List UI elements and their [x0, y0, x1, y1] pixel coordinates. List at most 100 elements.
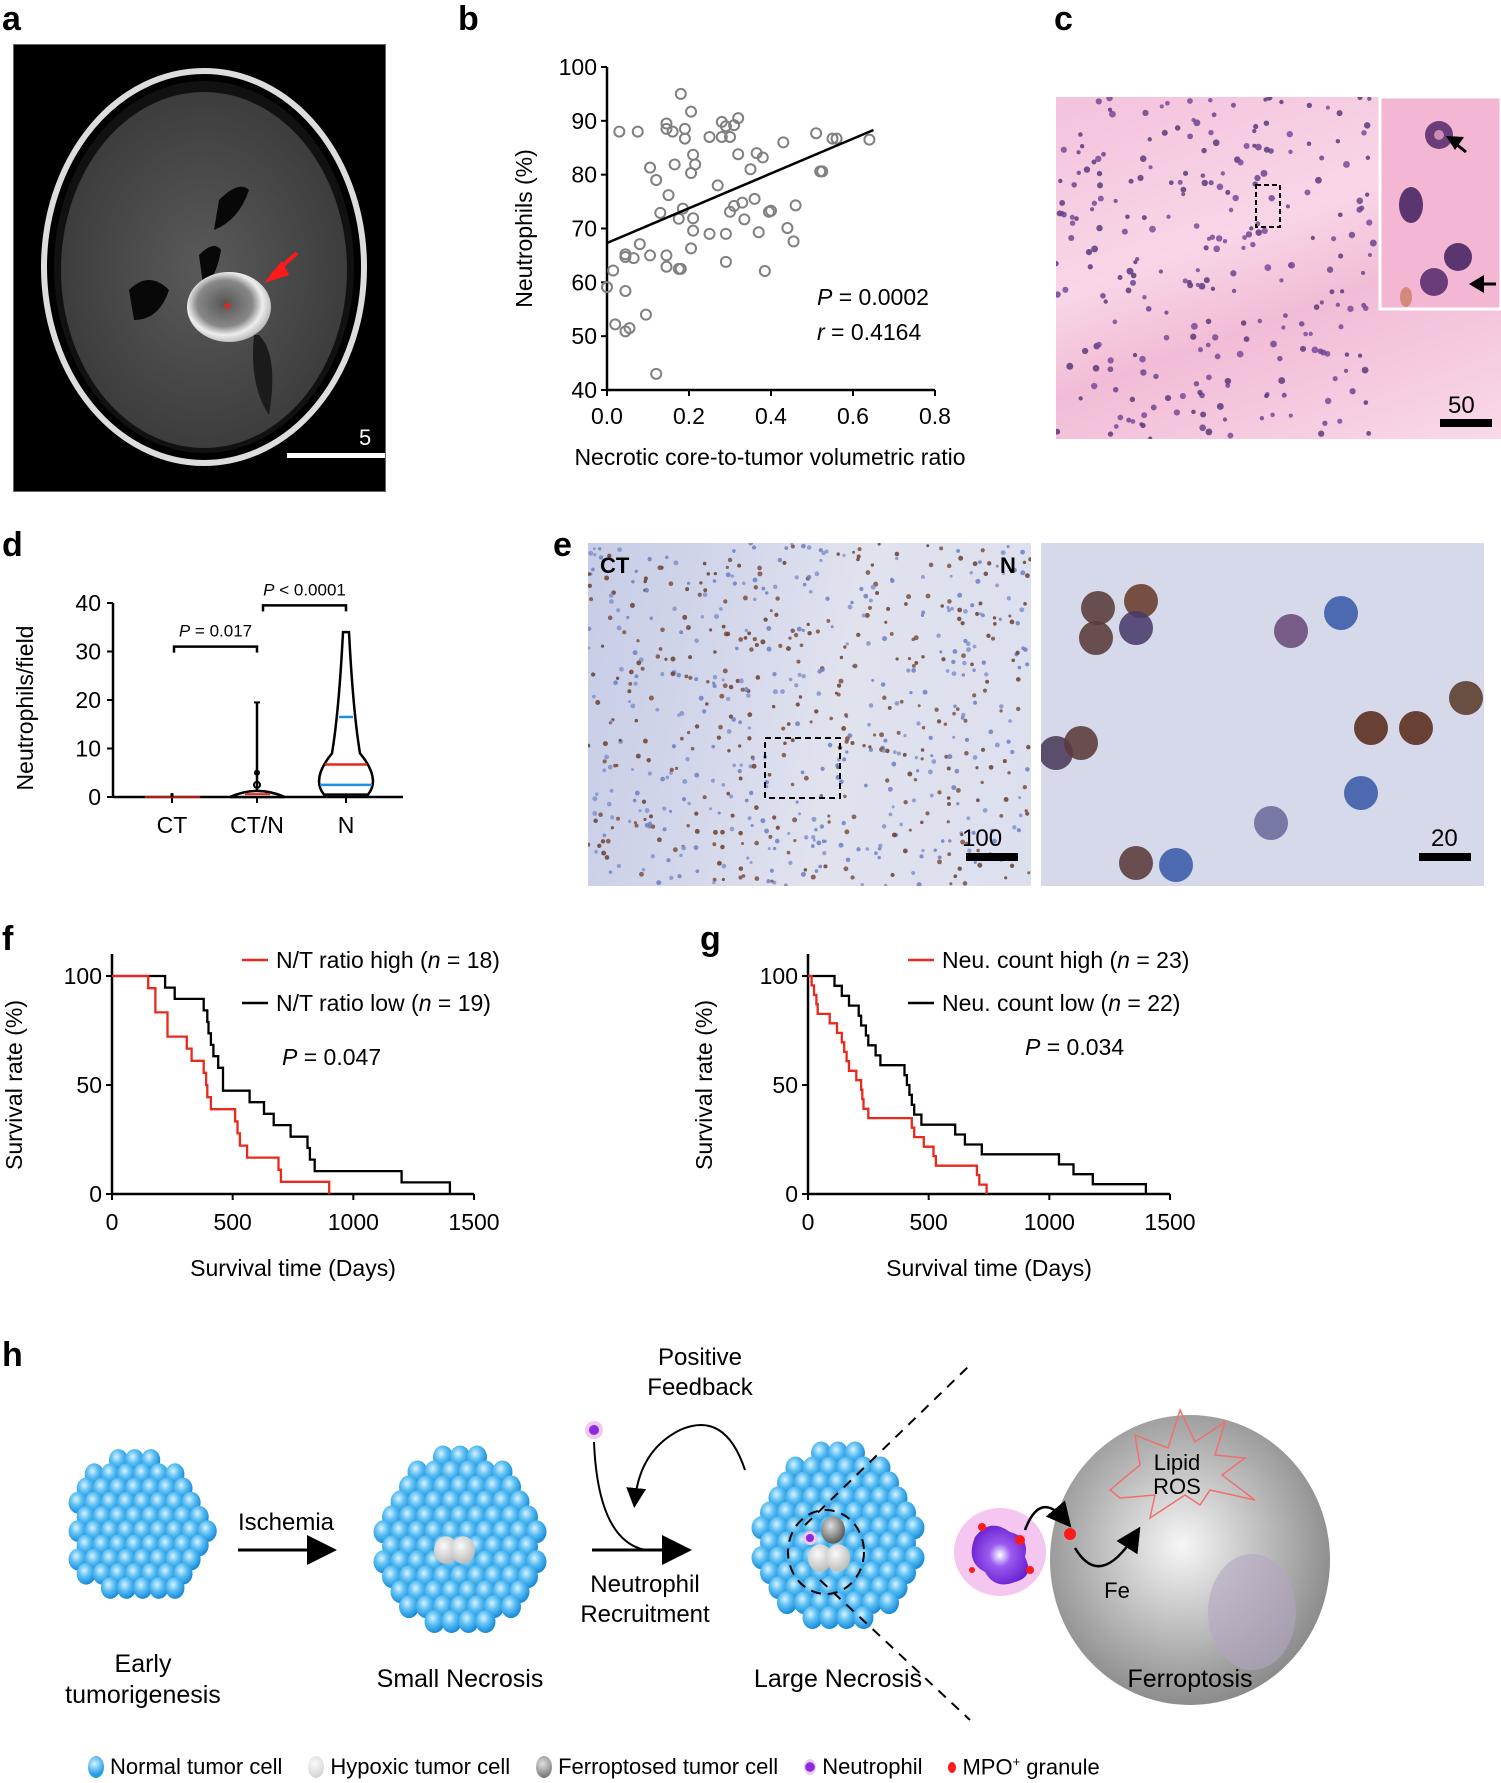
y-axis-label: Neutrophils/field: [12, 626, 38, 791]
violin-chart: 0 10 20 30 40 CT CT/N N Neutrophils/field P = 0.0…: [0, 560, 500, 880]
red-arrow-icon: [264, 251, 299, 283]
stage-small: Small Necrosis: [377, 1665, 544, 1693]
ihc-right-scale-label: 20: [1431, 825, 1458, 852]
data-point: [619, 284, 632, 297]
hypoxic-tumor-cell-icon: [308, 1756, 325, 1779]
small-necrosis-cluster: [373, 1445, 547, 1634]
y-tick-label: 20: [75, 687, 101, 713]
data-point: [601, 281, 613, 294]
km-chart-f: 0 50 100 0 500 1000 1500 Survival time (Days) Su…: [0, 940, 640, 1290]
mri-scale-label: 5: [359, 425, 371, 450]
legend-label: Neu. count high (n = 23): [942, 947, 1189, 973]
ischemia-label: Ischemia: [238, 1509, 335, 1536]
data-point: [609, 318, 622, 331]
data-point: [756, 151, 769, 164]
cell-nuclei: [588, 543, 1031, 886]
x-tick-label: 1500: [448, 1209, 499, 1235]
data-point: [826, 132, 839, 145]
panel-label-c: c: [1054, 0, 1073, 38]
data-point: [830, 132, 843, 145]
data-point: [685, 105, 698, 118]
ihc-zoom-image: 20: [1041, 543, 1484, 886]
x-tick-label: 0.4: [755, 403, 787, 429]
x-tick-label: N: [338, 812, 355, 838]
cell-nuclei: [1056, 97, 1377, 439]
data-point: [687, 148, 700, 161]
x-tick-label: 0.8: [919, 403, 951, 429]
significance-label: P < 0.0001: [263, 580, 346, 599]
data-point: [685, 167, 698, 180]
recruitment-label-1: Neutrophil: [590, 1571, 699, 1598]
data-point: [633, 238, 646, 251]
legend-neutrophil: Neutrophil: [804, 1754, 922, 1780]
data-point: [650, 367, 663, 380]
data-point: [863, 133, 876, 146]
scatter-chart: 40 50 60 70 80 90 100 0.0 0.2 0.4 0.6 0.8 Necrotic c…: [420, 40, 1040, 490]
stage-early-2: tumorigenesis: [65, 1681, 221, 1709]
data-point: [715, 130, 728, 143]
inset-image: [1378, 97, 1501, 311]
data-point: [703, 130, 716, 143]
panel-label-h: h: [2, 1336, 23, 1374]
x-tick-label: 0: [802, 1209, 815, 1235]
stage-large: Large Necrosis: [754, 1665, 922, 1693]
y-tick-label: 80: [571, 162, 597, 188]
legend-hypoxic-tumor-cell: Hypoxic tumor cell: [308, 1754, 510, 1780]
x-axis-label: Necrotic core-to-tumor volumetric ratio: [574, 444, 965, 470]
legend-mpo-granule: MPO+ granule: [948, 1754, 1100, 1780]
mri-image: * 5: [13, 44, 386, 492]
significance-label: P = 0.017: [179, 622, 252, 641]
data-point: [719, 227, 732, 240]
data-point: [736, 196, 749, 209]
lipid-ros-burst: [1108, 1407, 1256, 1520]
data-point: [619, 251, 632, 264]
x-tick-label: 0.2: [673, 403, 705, 429]
panel-label-b: b: [458, 0, 479, 38]
y-tick-label: 50: [571, 323, 597, 349]
x-tick-label: 500: [909, 1209, 947, 1235]
black-arrow-icon: [1446, 136, 1467, 154]
r-value: r = 0.4164: [817, 319, 921, 345]
ihc-overview-image: CT N 100: [588, 543, 1031, 886]
y-tick-label: 0: [785, 1181, 798, 1207]
y-tick-label: 60: [571, 269, 597, 295]
panel-label-d: d: [2, 526, 23, 564]
data-point: [685, 242, 698, 255]
schematic-diagram: Ischemia Positive Feedback Neutrophil Re…: [0, 1330, 1501, 1730]
ct-region-label: CT: [600, 553, 630, 578]
data-point: [660, 260, 673, 273]
mpo-granule-icon: [1064, 1528, 1076, 1540]
data-point: [732, 148, 745, 161]
data-point: [607, 264, 620, 277]
data-point: [639, 308, 652, 321]
data-point: [787, 235, 800, 248]
stained-cells: [1041, 584, 1483, 882]
y-tick-label: 30: [75, 639, 101, 665]
data-point: [816, 165, 829, 178]
survival-curve: [112, 974, 452, 1194]
legend-label: Neu. count low (n = 22): [942, 990, 1180, 1016]
y-tick-label: 100: [64, 963, 102, 989]
data-point: [662, 189, 675, 202]
data-point: [660, 117, 673, 130]
data-point: [687, 212, 700, 225]
y-tick-label: 50: [772, 1072, 798, 1098]
data-point: [744, 163, 757, 176]
y-tick-label: 0: [89, 1181, 102, 1207]
data-point: [758, 265, 771, 278]
ros-label: ROS: [1153, 1474, 1201, 1499]
data-point: [674, 262, 687, 275]
p-value: P = 0.047: [282, 1044, 381, 1070]
regression-line: [606, 128, 874, 245]
x-axis-label: Survival time (Days): [190, 1255, 396, 1281]
data-point: [654, 206, 667, 219]
neutrophil-icon: [804, 1759, 817, 1776]
data-point: [660, 249, 673, 262]
x-tick-label: 500: [213, 1209, 251, 1235]
y-tick-label: 40: [75, 590, 101, 616]
data-point: [711, 179, 724, 192]
data-point: [623, 322, 636, 335]
data-point: [666, 125, 679, 138]
feedback-arrow: [626, 1424, 746, 1508]
y-tick-label: 10: [75, 736, 101, 762]
